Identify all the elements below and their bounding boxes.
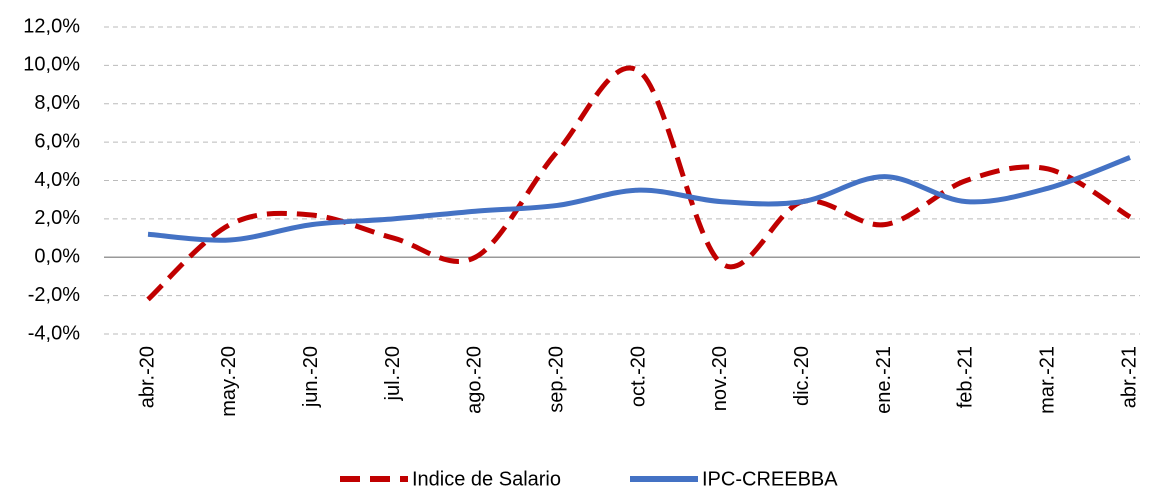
y-tick-label: 4,0% [34, 169, 80, 191]
y-tick-label: 2,0% [34, 207, 80, 229]
y-tick-label: 12,0% [23, 15, 80, 37]
y-tick-label: 8,0% [34, 92, 80, 114]
x-tick-label: feb.-21 [955, 346, 977, 408]
x-tick-label: ene.-21 [873, 346, 895, 414]
y-tick-label: -2,0% [28, 284, 80, 306]
x-tick-label: dic.-20 [791, 346, 813, 406]
x-tick-label: sep.-20 [545, 346, 567, 413]
series-line [147, 155, 1131, 243]
x-tick-label: nov.-20 [709, 346, 731, 411]
legend-label: Indice de Salario [412, 468, 561, 490]
x-tick-label: may.-20 [218, 346, 240, 417]
x-tick-label: mar.-21 [1036, 346, 1058, 414]
x-tick-label: jul.-20 [382, 346, 404, 401]
x-tick-label: abr.-20 [136, 346, 158, 408]
x-tick-label: ago.-20 [464, 346, 486, 414]
x-tick-label: abr.-21 [1118, 346, 1140, 408]
y-tick-label: -4,0% [28, 322, 80, 344]
x-tick-label: jun.-20 [300, 346, 322, 408]
y-tick-label: 0,0% [34, 246, 80, 268]
y-tick-label: 6,0% [34, 130, 80, 152]
legend-label: IPC-CREEBBA [702, 468, 838, 490]
series-line [146, 65, 1132, 302]
y-tick-label: 10,0% [23, 54, 80, 76]
x-tick-label: oct.-20 [627, 346, 649, 407]
